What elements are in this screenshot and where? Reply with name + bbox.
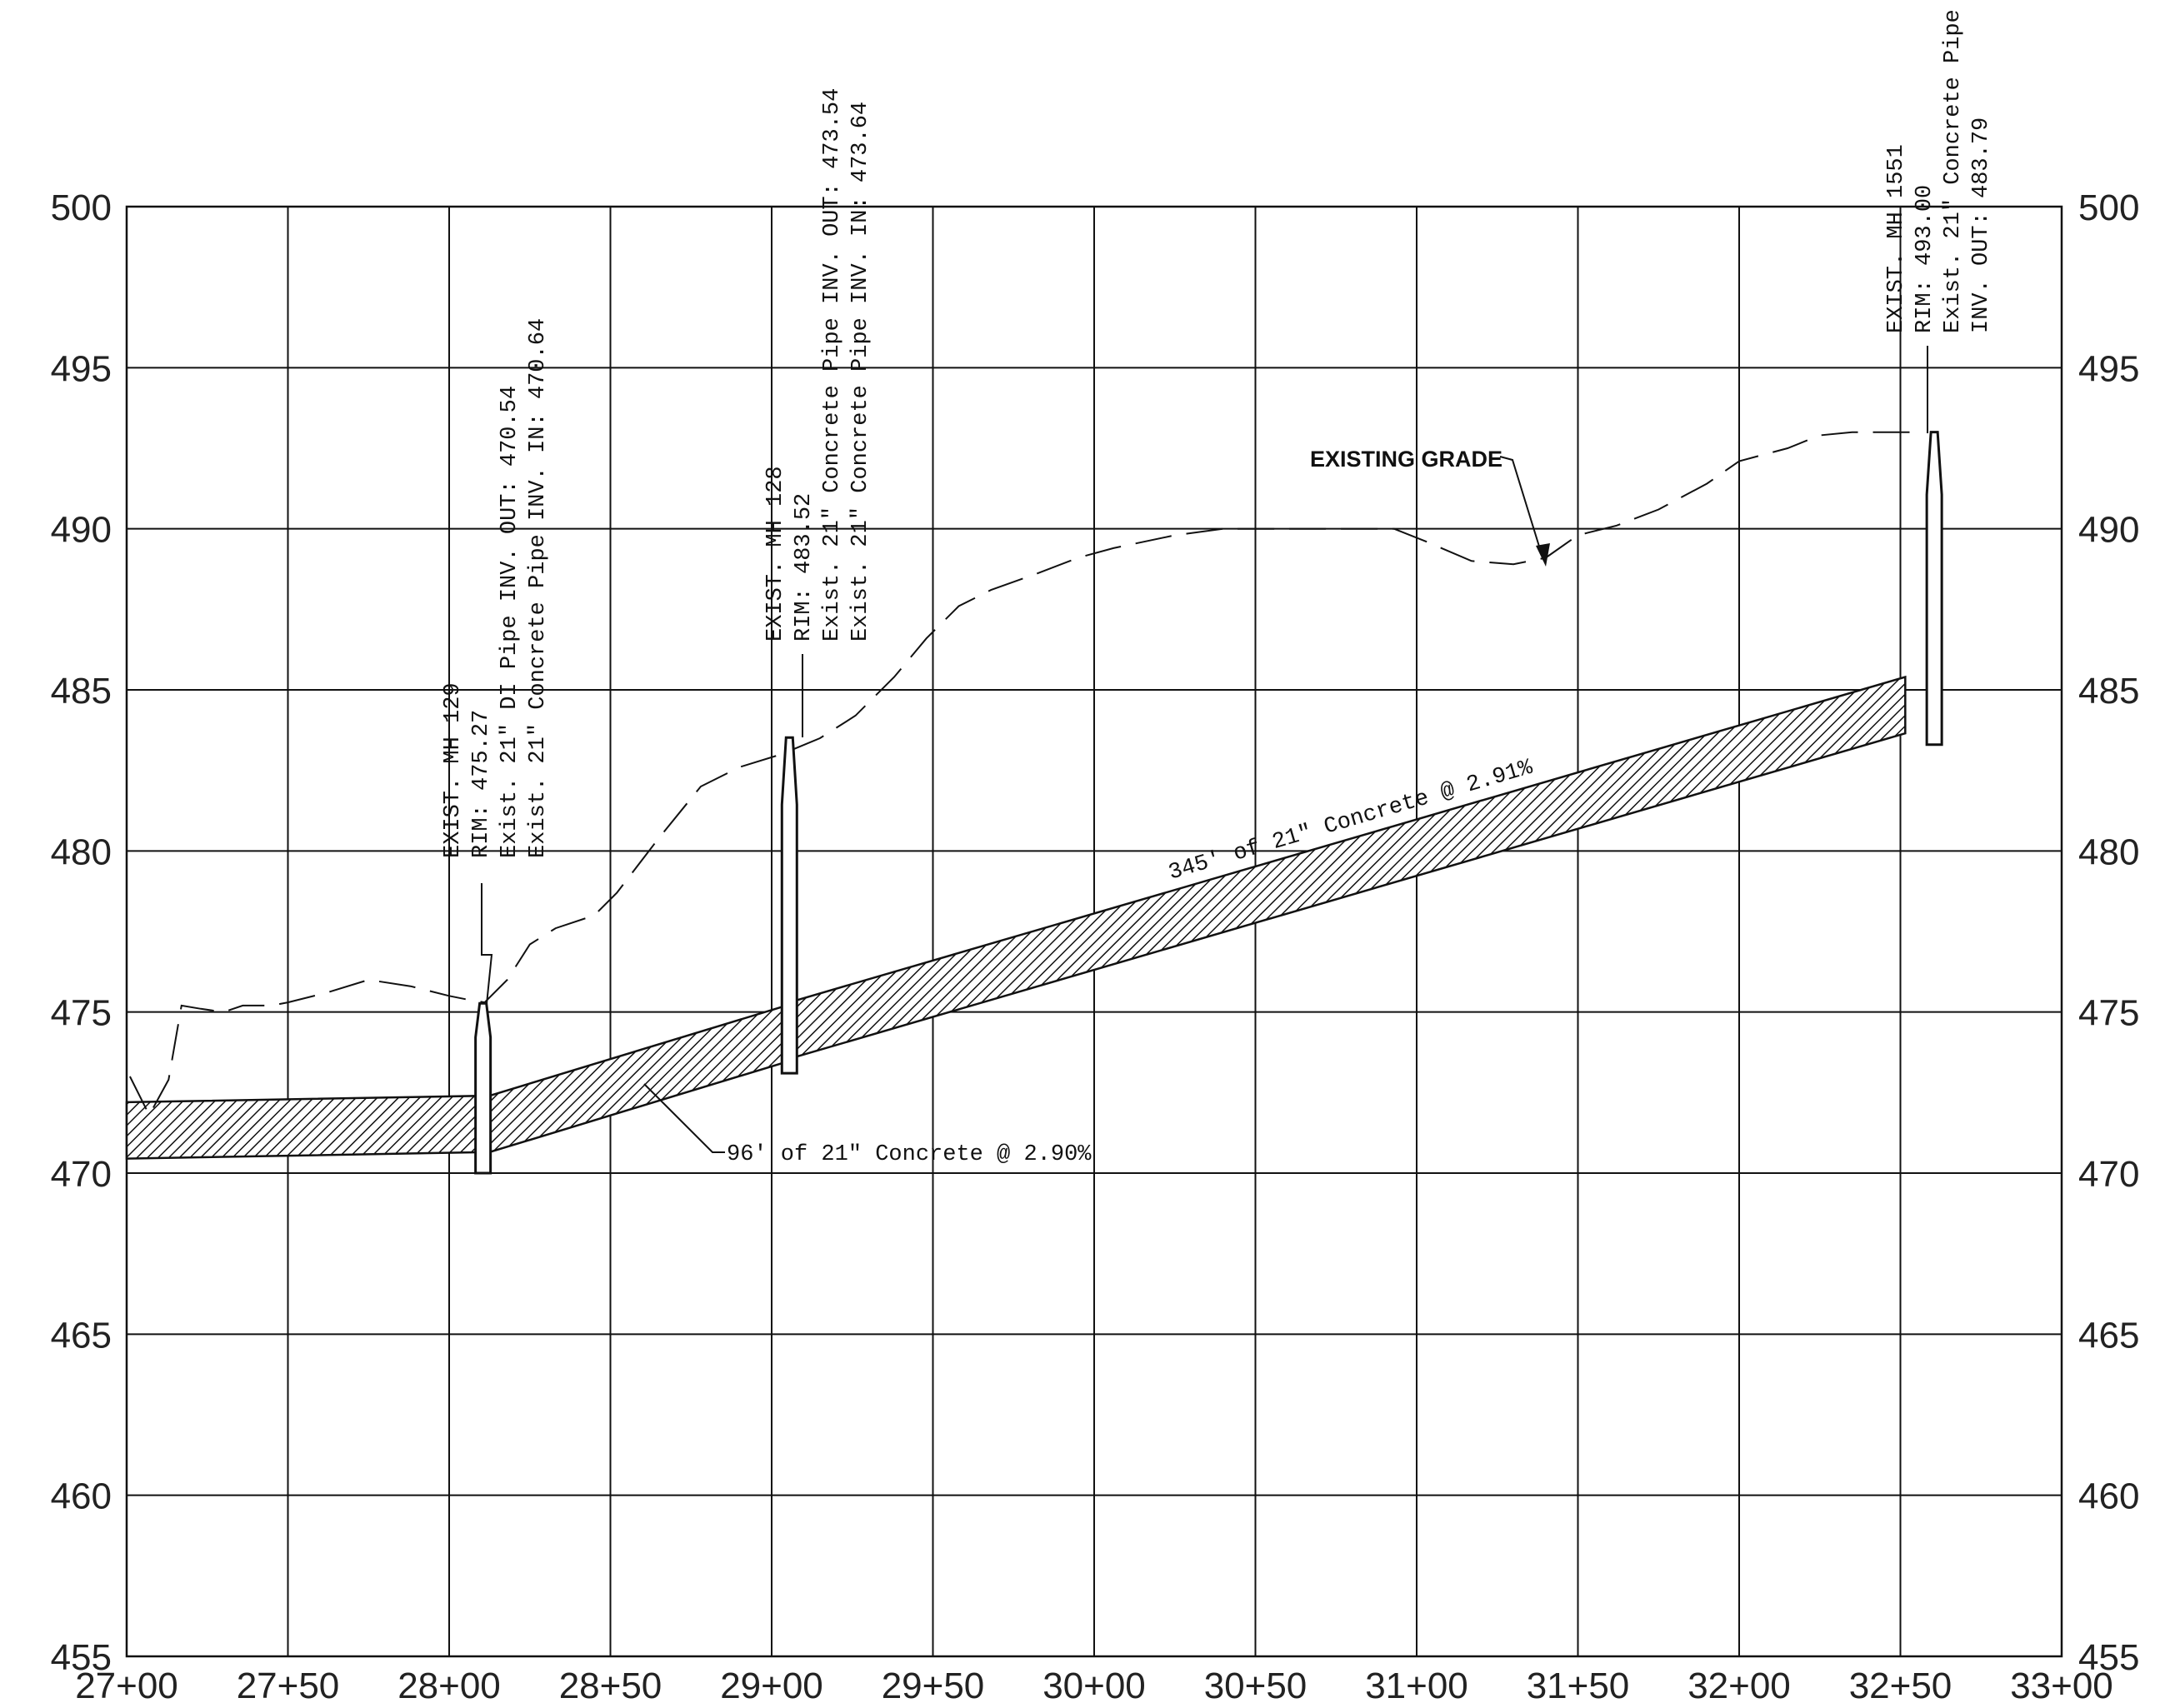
pipe-segment	[125, 1094, 484, 1160]
y-tick-label-left: 455	[51, 1637, 112, 1678]
x-tick-label: 27+00	[75, 1666, 178, 1706]
x-axis-labels: 27+00 27+50 28+00 28+50 29+00 29+50 30+00 30+50…	[75, 1666, 2113, 1706]
y-tick-label-right: 485	[2078, 671, 2139, 712]
manhole-128-notes: EXIST. MH 128 RIM: 483.52 Exist. 21" Con…	[763, 88, 873, 737]
manhole-1551-notes: EXIST. MH 1551 RIM: 493.00 Exist. 21" Co…	[1884, 9, 1994, 433]
pipe-96-label: 96' of 21" Concrete @ 2.90%	[727, 1142, 1092, 1167]
y-tick-label-left: 490	[51, 510, 112, 551]
manholes	[474, 431, 1943, 1175]
pipe-segments	[125, 675, 1907, 1160]
mh1551-note-1: EXIST. MH 1551	[1884, 144, 1909, 333]
mh128-note-1: EXIST. MH 128	[763, 466, 788, 642]
y-tick-label-right: 490	[2078, 510, 2139, 551]
plot-frame	[125, 205, 2063, 1658]
mh128-note-4: Exist. 21" Concrete Pipe INV. IN: 473.64	[848, 102, 873, 642]
y-tick-label-right: 455	[2078, 1637, 2139, 1678]
x-tick-label: 32+50	[1849, 1666, 1952, 1706]
mh1551-note-3: Exist. 21" Concrete Pipe	[1941, 9, 1966, 333]
existing-grade-label: EXISTING GRADE	[1310, 447, 1502, 472]
pipe-segment	[488, 1003, 791, 1154]
pipe-96-leader	[643, 1083, 725, 1153]
existing-grade-callout: EXISTING GRADE	[1310, 447, 1550, 567]
y-tick-label-right: 460	[2078, 1476, 2139, 1517]
manhole-mh128	[780, 736, 798, 1075]
y-tick-label-left: 470	[51, 1154, 112, 1195]
mh129-note-4: Exist. 21" Concrete Pipe INV. IN: 470.64	[526, 318, 551, 858]
x-tick-label: 28+00	[398, 1666, 501, 1706]
manhole-mh1551	[1925, 431, 1943, 747]
pipe-96-callout: 96' of 21" Concrete @ 2.90%	[643, 1083, 1092, 1167]
y-tick-label-left: 485	[51, 671, 112, 712]
y-tick-label-left: 465	[51, 1315, 112, 1356]
x-tick-label: 28+50	[559, 1666, 662, 1706]
existing-grade-arrowhead	[1536, 543, 1550, 567]
y-tick-label-left: 495	[51, 348, 112, 389]
existing-grade-line	[129, 431, 1917, 1117]
annotations: EXIST. MH 129 RIM: 475.27 Exist. 21" DI …	[441, 9, 1994, 1167]
mh128-note-3: Exist. 21" Concrete Pipe INV. OUT: 473.5…	[820, 88, 845, 642]
y-tick-label-right: 465	[2078, 1315, 2139, 1356]
y-axis-labels: 500 500 495 495 490 490 485 485 480 480 475 475 470 4…	[51, 187, 2140, 1678]
x-tick-label: 27+50	[237, 1666, 340, 1706]
x-tick-label: 33+00	[2010, 1666, 2113, 1706]
manhole-mh129	[474, 1001, 492, 1175]
mh128-note-2: RIM: 483.52	[792, 493, 817, 642]
x-tick-label: 31+00	[1365, 1666, 1468, 1706]
x-tick-label: 31+50	[1527, 1666, 1630, 1706]
existing-grade-leader	[1499, 456, 1544, 561]
x-tick-label: 32+00	[1688, 1666, 1791, 1706]
x-tick-label: 29+50	[882, 1666, 985, 1706]
x-tick-label: 29+00	[720, 1666, 823, 1706]
manhole-129-notes: EXIST. MH 129 RIM: 475.27 Exist. 21" DI …	[441, 318, 551, 1005]
y-tick-label-right: 480	[2078, 832, 2139, 872]
y-tick-label-left: 480	[51, 832, 112, 872]
y-tick-label-right: 495	[2078, 348, 2139, 389]
mh129-note-1: EXIST. MH 129	[441, 682, 466, 858]
x-tick-label: 30+50	[1204, 1666, 1308, 1706]
mh129-leader	[481, 883, 493, 1005]
mh1551-note-4: INV. OUT: 483.79	[1969, 117, 1994, 333]
mh129-note-2: RIM: 475.27	[469, 710, 494, 858]
y-tick-label-right: 470	[2078, 1154, 2139, 1195]
x-tick-label: 30+00	[1042, 1666, 1146, 1706]
mh1551-note-2: RIM: 493.00	[1912, 185, 1938, 333]
y-tick-label-right: 475	[2078, 993, 2139, 1034]
y-tick-label-left: 500	[51, 187, 112, 228]
mh129-note-3: Exist. 21" DI Pipe INV. OUT: 470.54	[498, 386, 522, 858]
y-tick-label-right: 500	[2078, 187, 2139, 228]
existing-grade	[129, 431, 1917, 1117]
y-tick-label-left: 475	[51, 993, 112, 1034]
y-tick-label-left: 460	[51, 1476, 112, 1517]
